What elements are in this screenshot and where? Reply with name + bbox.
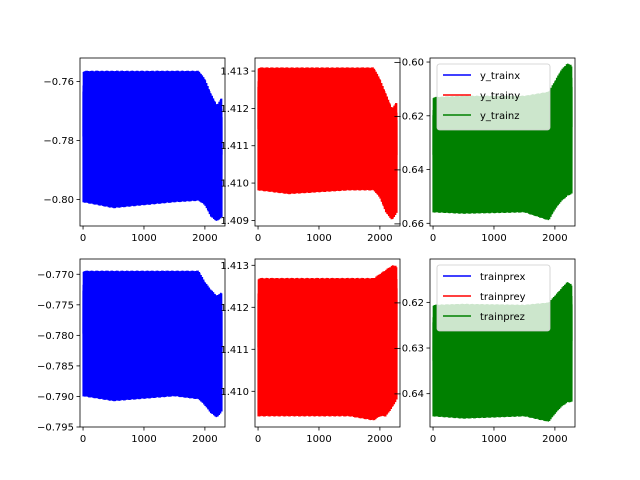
y-tick-label: −0.785 bbox=[37, 361, 74, 372]
series-line-0 bbox=[257, 67, 398, 220]
y-tick-label: 1.409 bbox=[220, 216, 249, 227]
axes-frame bbox=[429, 57, 576, 227]
legend-label: trainprex bbox=[480, 272, 525, 283]
y-tick-label: −0.62 bbox=[393, 111, 424, 122]
y-tick-label: −0.63 bbox=[393, 344, 424, 355]
legend-label: trainprez bbox=[480, 312, 525, 323]
subplot-bottom-right: 0 1000 2000−0.64−0.63−0.62trainprextrainpr… bbox=[393, 258, 576, 445]
y-tick-label: −0.775 bbox=[37, 300, 74, 311]
y-tick-label: 1.410 bbox=[220, 179, 249, 190]
x-tick-label: 0 bbox=[255, 233, 261, 244]
y-tick-label: 1.413 bbox=[220, 261, 249, 272]
y-tick-label: −0.790 bbox=[37, 392, 74, 403]
x-tick-label: 0 bbox=[255, 434, 261, 445]
axes-frame bbox=[254, 258, 401, 428]
axes-frame bbox=[79, 57, 226, 227]
axes-frame bbox=[79, 258, 226, 428]
x-tick-label: 1000 bbox=[131, 434, 156, 445]
y-tick-label: −0.62 bbox=[393, 298, 424, 309]
subplot-bottom-left: 0 1000 2000 −0.795 −0.790 −0.785 −0.780 −0.775 −… bbox=[37, 258, 226, 445]
x-tick-label: 1000 bbox=[306, 434, 331, 445]
x-tick-label: 2000 bbox=[192, 434, 217, 445]
x-tick-label: 1000 bbox=[306, 233, 331, 244]
y-tick-label: −0.78 bbox=[43, 136, 74, 147]
axes-frame bbox=[254, 57, 401, 227]
x-tick-label: 1000 bbox=[131, 233, 156, 244]
x-tick-label: 1000 bbox=[481, 233, 506, 244]
legend: trainprex trainprey trainprez bbox=[436, 264, 551, 332]
y-tick-label: −0.60 bbox=[393, 58, 424, 69]
series-line-0 bbox=[257, 265, 398, 421]
legend-box bbox=[436, 264, 551, 332]
subplot-top-left: 0 1000 2000 −0.80 −0.78 −0.76 bbox=[43, 57, 226, 244]
x-tick-label: 2000 bbox=[367, 434, 392, 445]
y-tick-label: −0.770 bbox=[37, 270, 74, 281]
series-line-0 bbox=[432, 282, 573, 422]
series-line-0 bbox=[82, 270, 223, 418]
y-tick-label: −0.780 bbox=[37, 331, 74, 342]
y-tick-label: 1.410 bbox=[220, 387, 249, 398]
y-tick-label: −0.80 bbox=[43, 195, 74, 206]
legend-label: y_trainy bbox=[480, 91, 520, 102]
subplot-top-middle: 0 1000 2000 1.409 1.410 1.411 1.412 1.413 bbox=[220, 57, 401, 244]
x-tick-label: 1000 bbox=[481, 434, 506, 445]
legend-label: y_trainx bbox=[480, 71, 520, 82]
axes-frame bbox=[429, 258, 576, 428]
y-tick-label: −0.76 bbox=[43, 77, 74, 88]
y-tick-label: −0.64 bbox=[393, 389, 424, 400]
y-tick-label: −0.64 bbox=[393, 165, 424, 176]
y-tick-label: −0.66 bbox=[393, 219, 424, 230]
x-tick-label: 2000 bbox=[542, 434, 567, 445]
x-tick-label: 0 bbox=[80, 233, 86, 244]
y-tick-label: 1.411 bbox=[220, 141, 249, 152]
series-line-0 bbox=[82, 70, 223, 221]
y-tick-label: 1.413 bbox=[220, 67, 249, 78]
subplot-bottom-middle: 0 1000 2000 1.410 1.411 1.412 1.413 bbox=[220, 258, 401, 445]
y-tick-label: 1.412 bbox=[220, 303, 249, 314]
legend-box bbox=[436, 63, 551, 131]
x-tick-label: 2000 bbox=[542, 233, 567, 244]
x-tick-label: 2000 bbox=[192, 233, 217, 244]
x-tick-label: 0 bbox=[80, 434, 86, 445]
y-tick-label: 1.411 bbox=[220, 345, 249, 356]
y-tick-label: 1.412 bbox=[220, 104, 249, 115]
legend-label: trainprey bbox=[480, 292, 526, 303]
x-tick-label: 0 bbox=[430, 233, 436, 244]
x-tick-label: 0 bbox=[430, 434, 436, 445]
legend-label: y_trainz bbox=[480, 111, 519, 122]
series-line-0 bbox=[432, 63, 573, 221]
subplot-top-right: 0 1000 2000−0.66−0.64−0.62−0.60y_trainxy_t… bbox=[393, 57, 576, 244]
legend: y_trainx y_trainy y_trainz bbox=[436, 63, 551, 131]
x-tick-label: 2000 bbox=[367, 233, 392, 244]
y-tick-label: −0.795 bbox=[37, 423, 74, 434]
